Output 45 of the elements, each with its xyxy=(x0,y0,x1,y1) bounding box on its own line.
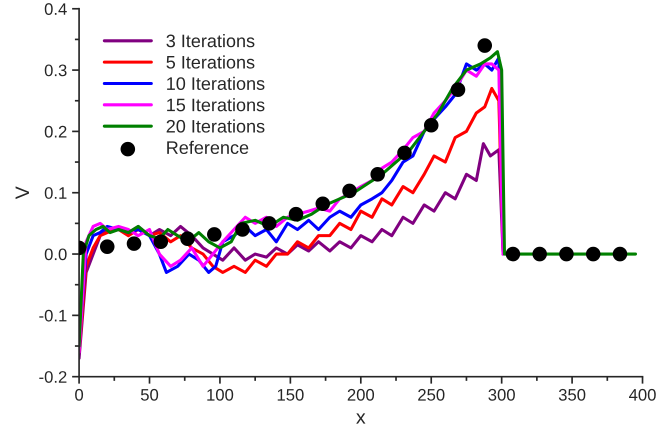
x-tick-label: 350 xyxy=(558,388,586,401)
x-tick-label: 400 xyxy=(629,388,656,401)
y-tick-label: 0.2 xyxy=(44,126,66,138)
point xyxy=(450,82,466,97)
point xyxy=(126,236,142,251)
x-tick-label: 200 xyxy=(348,388,374,401)
point xyxy=(100,239,115,254)
y-tick-label: 0.3 xyxy=(44,64,67,76)
point xyxy=(506,246,520,262)
point xyxy=(288,206,304,222)
point xyxy=(180,231,195,246)
legend-label: Reference xyxy=(167,140,248,154)
x-tick-label: 0 xyxy=(75,388,84,401)
x-tick-label: 250 xyxy=(418,388,444,401)
x-tick-label: 300 xyxy=(488,388,515,401)
y-tick-label: -0.1 xyxy=(39,310,66,322)
x-tick-label: 100 xyxy=(207,388,234,401)
y-tick-label: 0.4 xyxy=(44,3,67,15)
line-series xyxy=(79,50,638,348)
legend-label: 3 Iterations xyxy=(166,34,254,48)
legend-label: 10 Iterations xyxy=(167,76,264,90)
point xyxy=(370,167,385,182)
point xyxy=(586,246,601,262)
point xyxy=(262,216,277,231)
y-tick-label: -0.2 xyxy=(39,371,66,383)
legend-label: 5 Iterations xyxy=(166,55,254,69)
y-axis-title: V xyxy=(16,186,29,200)
point xyxy=(235,222,250,237)
y-tick-label: 0.0 xyxy=(44,248,67,260)
point xyxy=(424,118,439,133)
point xyxy=(612,246,628,262)
x-tick-label: 150 xyxy=(278,388,304,401)
point xyxy=(153,234,168,250)
point xyxy=(207,227,222,242)
legend-label: 20 Iterations xyxy=(166,119,264,133)
legend-label: 15 Iterations xyxy=(167,98,264,112)
point xyxy=(532,246,547,262)
point xyxy=(477,38,492,53)
y-tick-label: 0.1 xyxy=(44,187,66,199)
point xyxy=(559,246,574,262)
point xyxy=(315,196,330,212)
point xyxy=(397,146,412,160)
x-tick-label: 50 xyxy=(140,388,158,401)
x-axis-title: x xyxy=(356,413,366,424)
point xyxy=(342,184,357,198)
